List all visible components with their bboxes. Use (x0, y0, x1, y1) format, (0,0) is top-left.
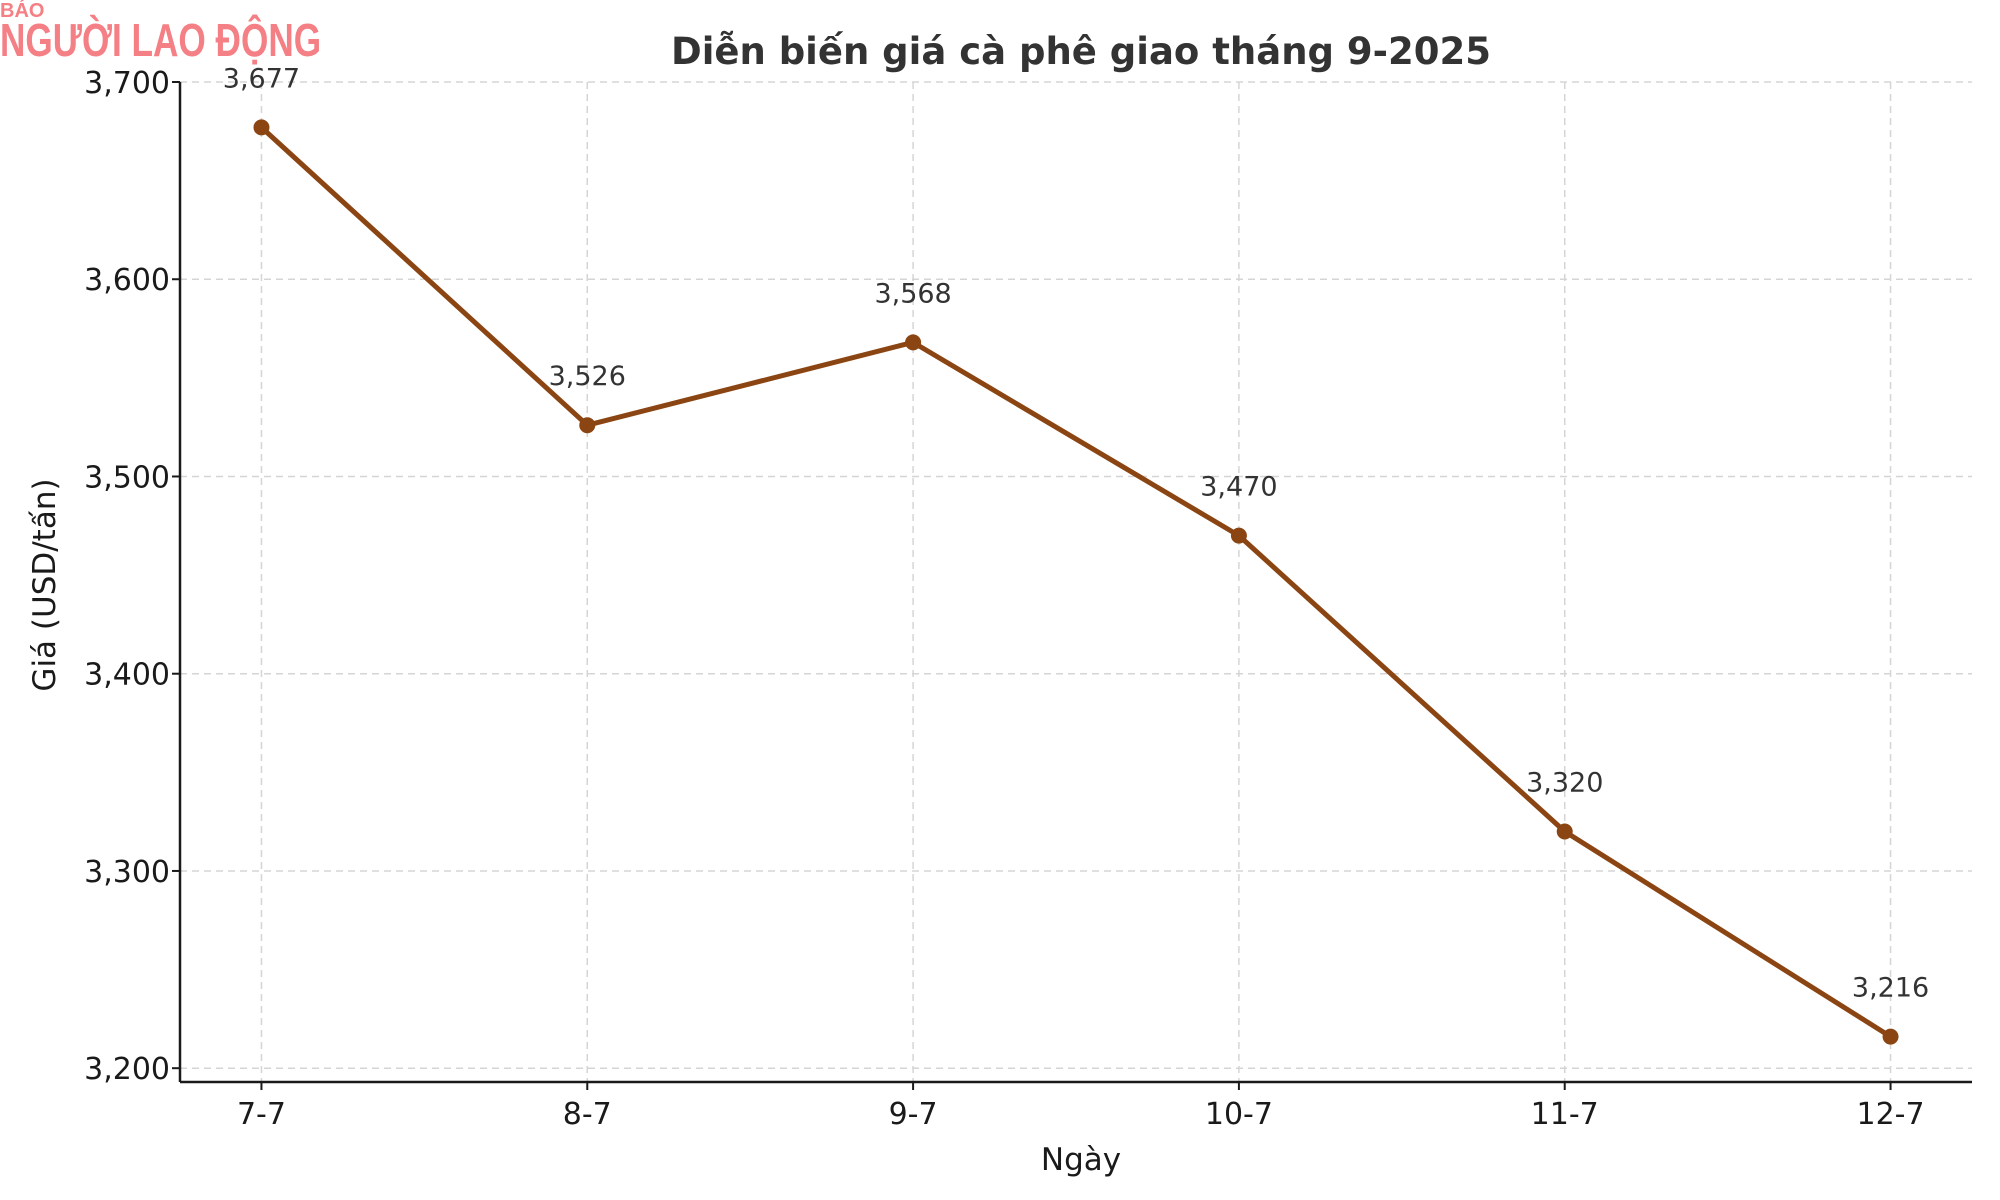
y-tick-label: 3,600 (84, 263, 170, 298)
data-label: 3,470 (1200, 472, 1277, 503)
grid (180, 81, 1972, 1082)
data-points (253, 119, 1899, 1045)
y-ticks: 3,200 3,300 3,400 3,500 3,600 3,700 (84, 66, 180, 1087)
y-tick-label: 3,200 (84, 1052, 170, 1087)
x-ticks: 7-7 8-7 9-7 10-7 11-7 12-7 (237, 1082, 1925, 1132)
data-point (1882, 1028, 1899, 1045)
data-label: 3,526 (549, 361, 626, 392)
data-point (1230, 527, 1247, 544)
y-tick-label: 3,400 (84, 658, 170, 693)
x-tick-label: 12-7 (1856, 1097, 1924, 1132)
data-label: 3,568 (874, 278, 951, 309)
x-tick-label: 9-7 (889, 1097, 938, 1132)
x-tick-label: 8-7 (563, 1097, 612, 1132)
chart-title: Diễn biến giá cà phê giao tháng 9-2025 (671, 30, 1491, 73)
y-tick-label: 3,500 (84, 460, 170, 495)
logo-line2: NGƯỜI LAO ĐỘNG (0, 14, 321, 66)
y-tick-label: 3,700 (84, 66, 170, 101)
series-line (259, 125, 1892, 1039)
logo: BÁO NGƯỜI LAO ĐỘNG (0, 0, 321, 66)
data-point (905, 334, 922, 351)
x-axis-label: Ngày (1041, 1142, 1121, 1178)
data-point (579, 417, 596, 434)
data-point (253, 119, 270, 136)
x-tick-label: 11-7 (1531, 1097, 1599, 1132)
data-label: 3,320 (1526, 768, 1603, 799)
data-labels: 3,677 3,526 3,568 3,470 3,320 3,216 (223, 63, 1929, 1003)
logo-line1: BÁO (0, 0, 44, 22)
data-point (1556, 823, 1573, 840)
data-label: 3,216 (1852, 973, 1929, 1004)
x-tick-label: 10-7 (1205, 1097, 1273, 1132)
y-axis-label: Giá (USD/tấn) (27, 478, 63, 691)
data-label: 3,677 (223, 63, 300, 94)
y-tick-label: 3,300 (84, 855, 170, 890)
x-tick-label: 7-7 (237, 1097, 286, 1132)
